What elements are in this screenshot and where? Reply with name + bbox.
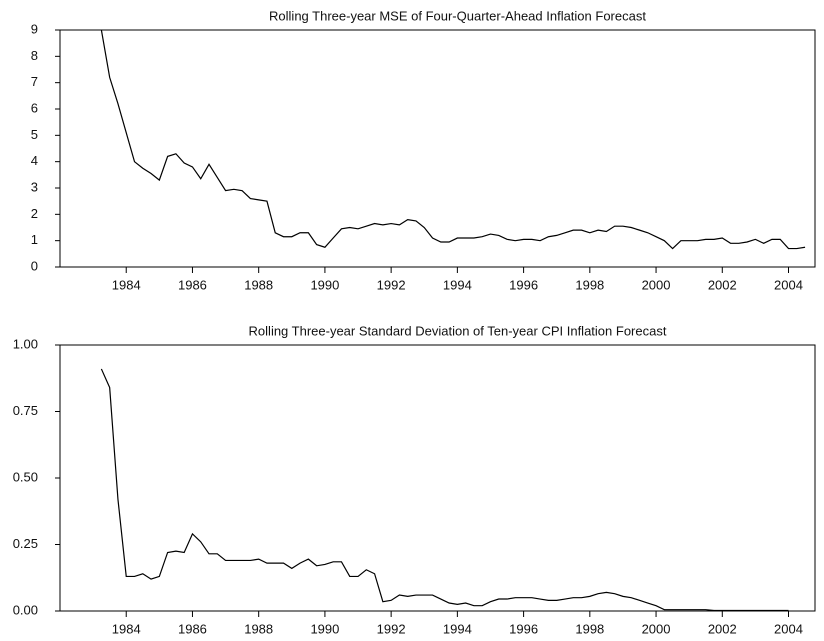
- x-tick-label: 1984: [112, 621, 141, 636]
- x-tick-label: 1988: [244, 621, 273, 636]
- x-tick-label: 1988: [244, 277, 273, 292]
- plot-frame: [59, 344, 816, 612]
- x-tick-label: 2002: [708, 621, 737, 636]
- x-tick-label: 1986: [178, 277, 207, 292]
- x-tick-label: 2000: [642, 621, 671, 636]
- x-tick-label: 1986: [178, 621, 207, 636]
- y-tick-label: 8: [31, 48, 38, 63]
- y-tick-label: 0.25: [13, 536, 38, 551]
- plot-frame: [59, 29, 816, 268]
- data-line: [100, 368, 789, 612]
- y-tick-label: 1: [31, 232, 38, 247]
- y-tick-label: 7: [31, 74, 38, 89]
- x-tick-label: 1998: [575, 277, 604, 292]
- y-tick-label: 4: [31, 153, 38, 168]
- y-tick-label: 0.50: [13, 469, 38, 484]
- x-tick-label: 1998: [575, 621, 604, 636]
- x-tick-label: 1992: [377, 277, 406, 292]
- y-tick-label: 0.00: [13, 602, 38, 617]
- y-tick-label: 3: [31, 179, 38, 194]
- x-tick-label: 1990: [310, 621, 339, 636]
- y-tick-label: 1.00: [13, 336, 38, 351]
- y-tick-label: 5: [31, 127, 38, 142]
- chart-title: Rolling Three-year MSE of Four-Quarter-A…: [269, 8, 646, 23]
- y-tick-label: 2: [31, 206, 38, 221]
- x-tick-label: 1990: [310, 277, 339, 292]
- x-tick-label: 2002: [708, 277, 737, 292]
- x-tick-label: 1996: [509, 621, 538, 636]
- y-tick-label: 9: [31, 21, 38, 36]
- y-tick-label: 0.75: [13, 403, 38, 418]
- x-tick-label: 1984: [112, 277, 141, 292]
- x-tick-label: 2004: [774, 621, 803, 636]
- x-tick-label: 1994: [443, 277, 472, 292]
- data-line: [100, 29, 806, 250]
- x-tick-label: 1992: [377, 621, 406, 636]
- y-tick-label: 0: [31, 258, 38, 273]
- chart-title: Rolling Three-year Standard Deviation of…: [249, 323, 667, 338]
- x-tick-label: 1994: [443, 621, 472, 636]
- x-tick-label: 2004: [774, 277, 803, 292]
- x-tick-label: 2000: [642, 277, 671, 292]
- x-tick-label: 1996: [509, 277, 538, 292]
- y-tick-label: 6: [31, 100, 38, 115]
